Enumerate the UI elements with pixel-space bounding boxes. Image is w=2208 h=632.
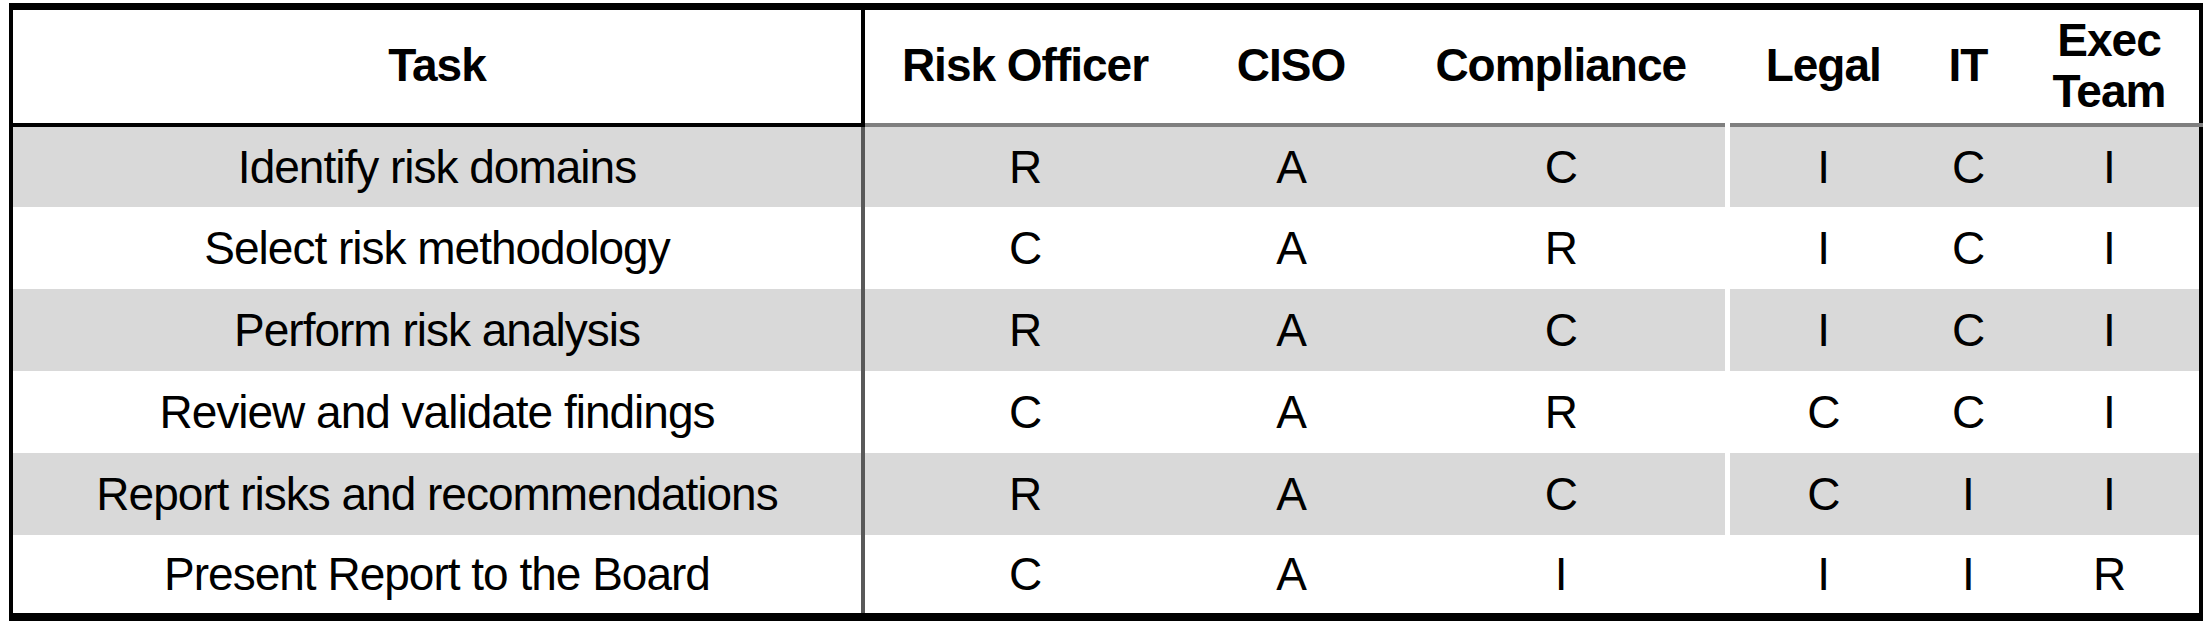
raci-cell: C [863,207,1185,289]
raci-cell: C [1397,125,1727,207]
task-cell: Perform risk analysis [11,289,863,371]
raci-cell: I [1397,535,1727,617]
task-cell: Review and validate findings [11,371,863,453]
raci-cell: I [1727,289,1917,371]
raci-cell: A [1185,453,1397,535]
column-header-risk-officer: Risk Officer [863,7,1185,125]
raci-cell: I [2019,289,2201,371]
raci-cell: C [1727,453,1917,535]
column-header-exec-team: Exec Team [2019,7,2201,125]
column-header-ciso: CISO [1185,7,1397,125]
raci-cell: A [1185,371,1397,453]
raci-cell: I [1727,535,1917,617]
raci-matrix-page: Task Risk Officer CISO Compliance Legal … [0,0,2208,632]
raci-cell: R [863,453,1185,535]
raci-cell: R [2019,535,2201,617]
table-row: Identify risk domains R A C I C I [11,125,2201,207]
raci-cell: I [1727,207,1917,289]
raci-cell: C [863,535,1185,617]
task-cell: Report risks and recommendations [11,453,863,535]
raci-cell: I [1917,453,2019,535]
task-cell: Select risk methodology [11,207,863,289]
raci-cell: R [1397,371,1727,453]
raci-cell: R [863,289,1185,371]
table-row: Report risks and recommendations R A C C… [11,453,2201,535]
raci-cell: C [1917,289,2019,371]
raci-cell: C [1917,125,2019,207]
raci-cell: I [2019,207,2201,289]
raci-cell: A [1185,207,1397,289]
column-header-compliance: Compliance [1397,7,1727,125]
table-row: Select risk methodology C A R I C I [11,207,2201,289]
raci-cell: A [1185,125,1397,207]
task-cell: Identify risk domains [11,125,863,207]
table-row: Review and validate findings C A R C C I [11,371,2201,453]
raci-cell: I [1917,535,2019,617]
raci-cell: A [1185,289,1397,371]
raci-cell: R [1397,207,1727,289]
raci-cell: A [1185,535,1397,617]
raci-cell: I [2019,453,2201,535]
raci-cell: C [1917,371,2019,453]
table-row: Perform risk analysis R A C I C I [11,289,2201,371]
raci-cell: I [1727,125,1917,207]
column-header-it: IT [1917,7,2019,125]
raci-cell: C [1917,207,2019,289]
column-header-legal: Legal [1727,7,1917,125]
raci-cell: I [2019,371,2201,453]
raci-cell: R [863,125,1185,207]
raci-cell: C [1397,453,1727,535]
raci-cell: I [2019,125,2201,207]
task-cell: Present Report to the Board [11,535,863,617]
raci-cell: C [863,371,1185,453]
header-row: Task Risk Officer CISO Compliance Legal … [11,7,2201,125]
table-row: Present Report to the Board C A I I I R [11,535,2201,617]
raci-table: Task Risk Officer CISO Compliance Legal … [9,3,2203,621]
raci-cell: C [1397,289,1727,371]
column-header-task: Task [11,7,863,125]
raci-cell: C [1727,371,1917,453]
